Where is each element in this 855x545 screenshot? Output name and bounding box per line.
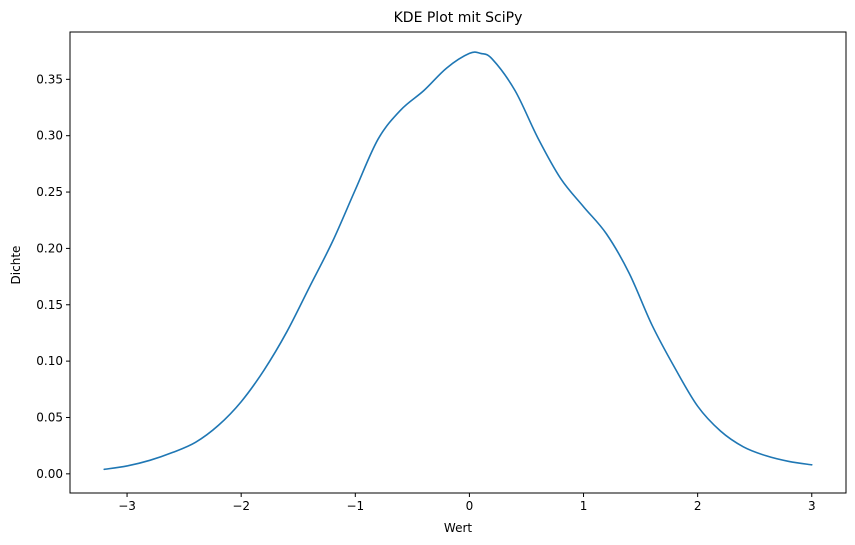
y-axis-label: Dichte: [9, 246, 23, 285]
x-tick-label: 3: [808, 499, 816, 513]
x-tick-label: 0: [466, 499, 474, 513]
y-axis-ticks: 0.00 0.05 0.10 0.15 0.20 0.25 0.30 0.35: [36, 72, 70, 481]
kde-density-line: [103, 51, 813, 471]
plot-frame: [69, 31, 847, 494]
y-tick-label: 0.35: [36, 72, 63, 86]
y-tick-label: 0.15: [36, 298, 63, 312]
y-tick-label: 0.30: [36, 129, 63, 143]
y-tick-label: 0.25: [36, 185, 63, 199]
plot-area: [103, 51, 813, 471]
y-tick-label: 0.00: [36, 467, 63, 481]
y-tick-label: 0.20: [36, 241, 63, 255]
x-axis-label: Wert: [444, 521, 472, 535]
x-axis-ticks: −3 −2 −1 0 1 2 3: [118, 493, 816, 513]
x-tick-label: −2: [232, 499, 250, 513]
x-tick-label: −1: [346, 499, 364, 513]
x-tick-label: 1: [580, 499, 588, 513]
x-tick-label: 2: [694, 499, 702, 513]
x-tick-label: −3: [118, 499, 136, 513]
y-tick-label: 0.10: [36, 354, 63, 368]
y-tick-label: 0.05: [36, 410, 63, 424]
chart-title: KDE Plot mit SciPy: [394, 10, 523, 26]
